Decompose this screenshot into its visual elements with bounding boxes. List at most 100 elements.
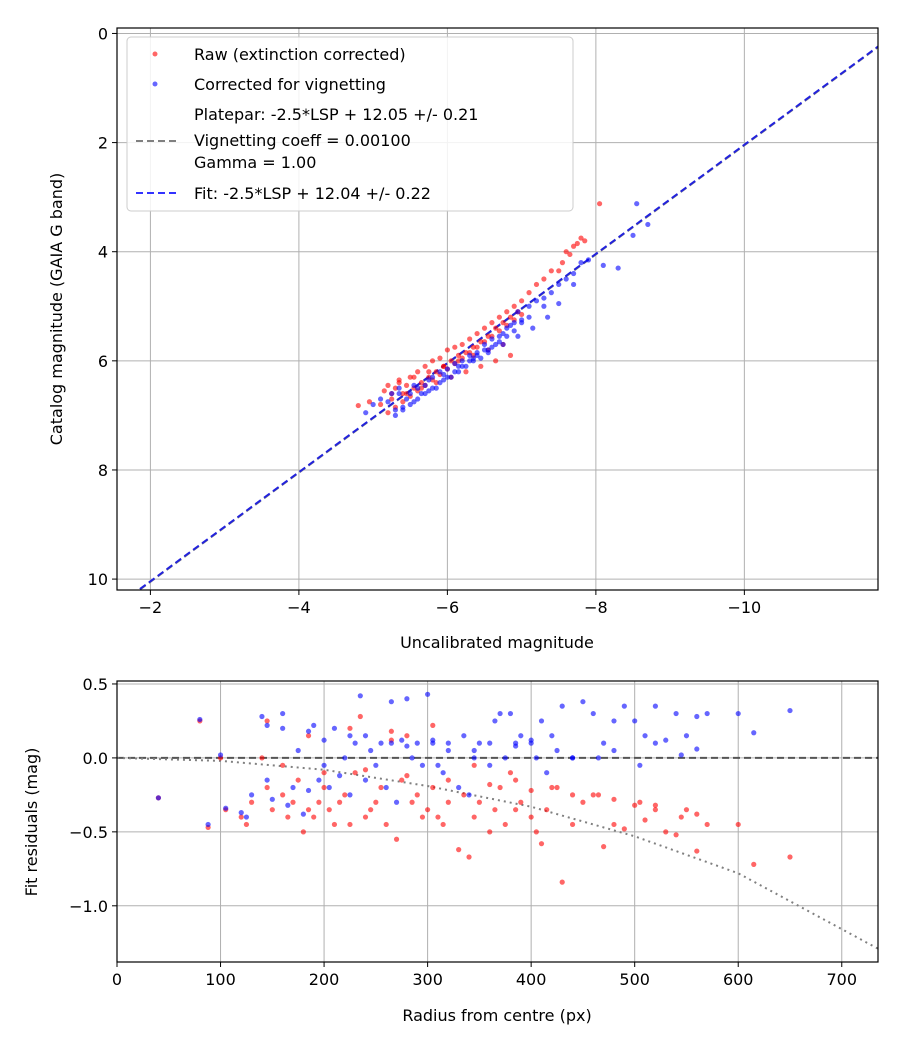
data-point — [305, 733, 312, 739]
data-point — [787, 854, 793, 860]
data-point — [481, 347, 488, 353]
data-point — [249, 792, 255, 798]
data-point — [645, 221, 651, 228]
data-point — [393, 836, 400, 842]
data-point — [407, 401, 413, 408]
data-point — [497, 784, 503, 791]
data-point — [321, 770, 327, 776]
y-tick-label: 0.0 — [83, 749, 108, 768]
data-point — [735, 710, 741, 717]
data-point — [342, 755, 348, 761]
data-point — [611, 718, 617, 724]
data-point — [704, 710, 710, 717]
data-point — [492, 718, 498, 724]
data-point — [470, 344, 476, 350]
data-point — [632, 802, 638, 808]
data-point — [556, 300, 562, 307]
data-point — [455, 358, 462, 364]
data-point — [471, 762, 477, 768]
data-point — [269, 796, 275, 802]
legend-box — [126, 36, 574, 212]
data-point — [456, 847, 462, 853]
data-point — [392, 407, 399, 413]
data-point — [378, 784, 384, 791]
data-point — [238, 810, 244, 816]
data-point — [290, 799, 296, 805]
data-point — [399, 737, 405, 743]
data-point — [415, 369, 421, 375]
data-point — [337, 773, 343, 779]
data-point — [414, 740, 420, 746]
data-point — [578, 260, 584, 266]
data-point — [487, 829, 493, 835]
y-tick-label: −0.5 — [69, 823, 108, 842]
data-point — [530, 325, 536, 331]
data-point — [429, 385, 436, 391]
data-point — [545, 314, 551, 320]
data-point — [389, 390, 395, 397]
data-point — [459, 358, 465, 364]
data-point — [548, 268, 554, 274]
data-point — [448, 374, 454, 380]
data-point — [400, 390, 406, 397]
data-point — [407, 390, 413, 397]
data-point — [452, 360, 458, 367]
data-point — [316, 777, 322, 783]
data-point — [496, 339, 502, 345]
data-point — [368, 747, 374, 754]
data-point — [541, 276, 547, 282]
data-point — [403, 382, 410, 388]
x-tick-label: −4 — [287, 598, 311, 617]
data-point — [444, 347, 450, 353]
data-point — [478, 363, 484, 369]
data-point — [259, 755, 265, 761]
data-point — [481, 325, 488, 331]
data-point — [466, 792, 472, 798]
data-point — [280, 710, 286, 717]
data-point — [489, 320, 495, 326]
reference-line — [136, 45, 878, 590]
data-point — [452, 344, 458, 350]
data-point — [426, 377, 432, 383]
x-tick-label: 600 — [723, 970, 754, 989]
data-point — [526, 303, 532, 309]
data-point — [511, 320, 517, 326]
data-point — [326, 784, 332, 791]
data-point — [305, 728, 312, 734]
residuals-chart: 0 100 200 300 400 500 600 700 0.5 0.0 −0.5 −1.0 Rad… — [22, 675, 879, 1025]
data-point — [496, 333, 502, 339]
data-point — [559, 260, 566, 266]
magnitude-chart: −2 −4 −6 −8 −10 0 2 4 6 8 10 Uncalibrated magnitud… — [47, 24, 879, 652]
data-point — [541, 303, 547, 309]
data-point — [357, 713, 363, 720]
x-tick-label: −10 — [727, 598, 761, 617]
data-point — [337, 799, 343, 805]
data-point — [615, 265, 621, 271]
data-point — [342, 792, 348, 798]
data-point — [409, 799, 415, 805]
data-point — [518, 733, 524, 739]
data-point — [694, 746, 700, 752]
data-point — [538, 841, 545, 847]
data-point — [445, 777, 451, 783]
data-point — [217, 752, 224, 758]
data-point — [455, 369, 462, 375]
data-point — [452, 369, 458, 375]
data-point — [381, 388, 387, 394]
data-point — [223, 805, 229, 811]
bottom-points — [155, 691, 793, 885]
x-tick-label: 500 — [619, 970, 650, 989]
data-point — [611, 747, 617, 754]
data-point — [463, 363, 469, 369]
top-points — [355, 201, 651, 418]
y-tick-label: −1.0 — [69, 897, 108, 916]
top-x-axis-label: Uncalibrated magnitude — [400, 633, 594, 652]
x-tick-label: 400 — [516, 970, 547, 989]
data-point — [347, 725, 353, 731]
data-point — [435, 762, 441, 768]
data-point — [528, 737, 534, 743]
data-point — [590, 792, 596, 798]
data-point — [357, 693, 363, 699]
data-point — [425, 807, 431, 813]
